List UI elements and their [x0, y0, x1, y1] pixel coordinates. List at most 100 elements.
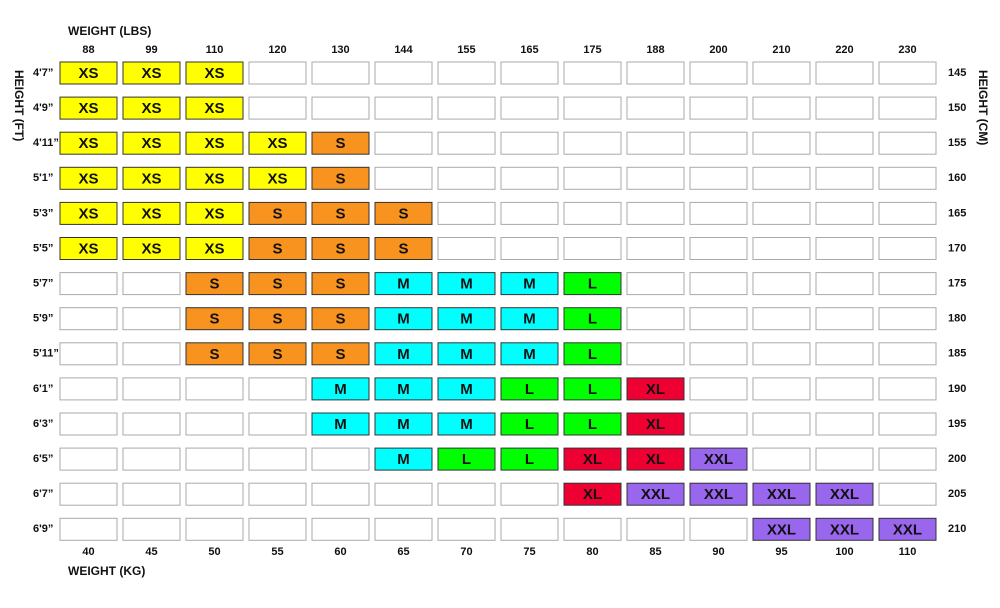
size-label: S [272, 311, 282, 328]
weight-lbs-label: 210 [772, 44, 790, 56]
size-cell [248, 237, 307, 260]
height-cm-label: 185 [948, 348, 966, 360]
height-ft-label: 6'1” [33, 383, 53, 395]
weight-kg-label: 55 [271, 546, 283, 558]
size-cell [437, 517, 496, 541]
size-cell [500, 237, 559, 260]
size-cell [248, 412, 307, 436]
size-cell [500, 482, 559, 506]
weight-kg-label: 45 [145, 546, 157, 558]
size-label: M [460, 346, 473, 363]
size-label: XXL [830, 486, 859, 503]
size-cell [500, 342, 559, 366]
size-cell [311, 237, 370, 260]
size-cell [311, 412, 370, 436]
size-cell [59, 447, 118, 471]
height-ft-label: 5'9” [33, 313, 53, 325]
height-ft-label: 4'11” [33, 137, 59, 149]
size-label: XS [141, 170, 161, 187]
size-label: XS [267, 170, 287, 187]
size-cell [248, 307, 307, 331]
weight-lbs-label: 165 [520, 44, 538, 56]
size-label: M [334, 381, 347, 398]
size-cell [500, 201, 559, 225]
size-label: M [397, 346, 410, 363]
weight-kg-label: 110 [899, 546, 917, 558]
size-cell [311, 342, 370, 366]
size-cell [815, 342, 874, 366]
size-cell [878, 342, 937, 366]
weight-kg-label: 100 [835, 546, 853, 558]
size-cell [122, 96, 181, 120]
size-cell [626, 201, 685, 225]
size-cell [311, 272, 370, 296]
size-cell [563, 482, 622, 506]
size-cell [437, 482, 496, 506]
size-label: XS [141, 100, 161, 117]
size-cell [374, 201, 433, 225]
size-label: M [523, 311, 536, 328]
size-cell [815, 131, 874, 155]
size-label: S [209, 276, 219, 293]
size-cell [311, 307, 370, 331]
size-cell [752, 96, 811, 120]
height-ft-label: 5'5” [33, 242, 53, 254]
size-label: L [588, 276, 597, 293]
size-cell [122, 342, 181, 366]
size-label: M [397, 311, 410, 328]
size-cell [59, 237, 118, 260]
size-cell [311, 96, 370, 120]
size-label: M [460, 311, 473, 328]
size-cell [248, 61, 307, 85]
size-cell [878, 272, 937, 296]
size-cell [752, 307, 811, 331]
size-label: M [397, 381, 410, 398]
size-cell [374, 237, 433, 260]
size-label: S [335, 240, 345, 257]
size-cell [374, 307, 433, 331]
size-label: XS [204, 65, 224, 82]
size-label: S [335, 346, 345, 363]
size-cell [122, 307, 181, 331]
weight-lbs-label: 99 [145, 44, 157, 56]
size-label: XS [141, 205, 161, 222]
size-cell [248, 447, 307, 471]
size-cell [563, 96, 622, 120]
bottom-axis-label: WEIGHT (KG) [68, 564, 145, 578]
size-cell [248, 517, 307, 541]
size-label: XS [78, 170, 98, 187]
size-cell [311, 482, 370, 506]
size-cell [752, 201, 811, 225]
left-axis-label: HEIGHT (FT) [12, 70, 26, 141]
size-cell [752, 342, 811, 366]
weight-kg-label: 90 [712, 546, 724, 558]
size-cell [311, 131, 370, 155]
size-cell [878, 61, 937, 85]
size-cell [185, 342, 244, 366]
height-ft-label: 6'3” [33, 418, 53, 430]
size-cell [689, 342, 748, 366]
size-label: S [335, 205, 345, 222]
size-cell [626, 482, 685, 506]
size-cell [878, 447, 937, 471]
right-axis-label: HEIGHT (CM) [976, 70, 990, 145]
size-cell [311, 447, 370, 471]
size-cell [878, 307, 937, 331]
size-cell [689, 166, 748, 190]
size-cell [563, 166, 622, 190]
size-cell [626, 307, 685, 331]
size-cell [374, 482, 433, 506]
size-cell [878, 131, 937, 155]
size-cell [185, 201, 244, 225]
size-cell [185, 412, 244, 436]
size-cell [626, 237, 685, 260]
height-cm-label: 165 [948, 207, 966, 219]
weight-lbs-label: 188 [646, 44, 664, 56]
size-cell [248, 272, 307, 296]
size-cell [374, 96, 433, 120]
size-cell [752, 61, 811, 85]
size-cell [752, 517, 811, 541]
size-label: M [523, 346, 536, 363]
size-cell [878, 412, 937, 436]
size-cell [248, 166, 307, 190]
